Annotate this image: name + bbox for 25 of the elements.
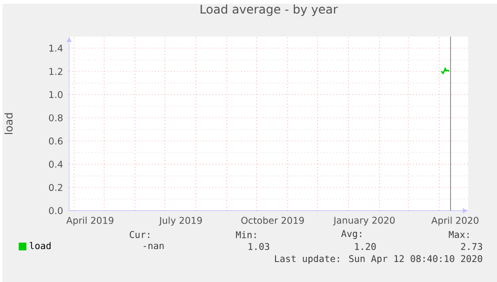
text: Avg: [341,230,362,239]
y-tick-label: 0.8 [49,114,63,122]
y-tick-label: 1.4 [49,44,63,52]
chart-title: Load average - by year [200,4,338,16]
y-axis-title: load [4,113,13,134]
x-tick-label: April 2019 [66,216,114,226]
text: 2.73 [461,242,482,250]
legend-label: load [30,242,51,250]
x-tick-label: July 2019 [158,216,202,226]
text: Cur: [130,230,150,238]
x-tick-label: October 2019 [241,216,304,224]
y-tick-label: 0.6 [49,137,63,144]
y-tick-label: 0.0 [49,207,63,214]
text: 1.20 [355,242,376,250]
x-tick-label: April 2020 [431,216,478,226]
text: Min: [236,230,256,238]
y-tick-label: 1.0 [49,90,63,98]
y-tick-label: 1.2 [49,68,62,75]
text: 1.03 [248,242,270,250]
y-tick-label: 0.4 [49,160,63,168]
text: Last update: Sun Apr 12 08:40:10 2020 [275,254,482,264]
x-tick-label: January 2020 [333,216,395,226]
y-tick-label: 0.2 [49,184,62,191]
text: Max: [448,230,469,238]
text: -nan [144,244,164,249]
